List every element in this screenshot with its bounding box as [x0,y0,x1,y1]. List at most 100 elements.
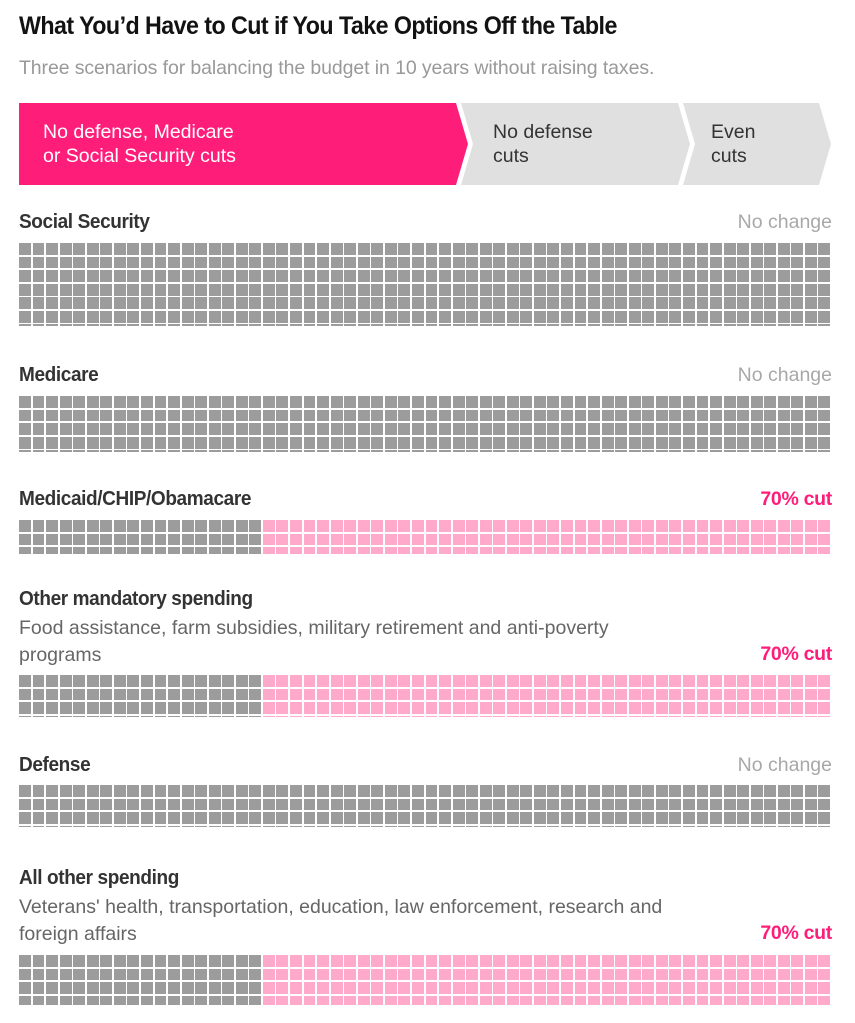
waffle-square-kept [723,450,736,452]
waffle-square-kept [32,675,45,687]
waffle-square-kept [59,688,72,701]
waffle-square-kept [127,533,140,546]
waffle-square-kept [19,812,31,825]
waffle-square-cut [506,688,519,701]
waffle-square-kept [696,812,709,825]
waffle-square-cut [628,955,641,967]
waffle-square-kept [32,436,45,449]
waffle-square-kept [235,715,248,718]
waffle-square-kept [19,982,31,995]
waffle-square-cut [411,688,424,701]
waffle-square-kept [317,243,330,255]
tab-no-defense[interactable]: No defense cuts [493,120,593,168]
waffle-square-kept [411,283,424,296]
waffle-square-cut [262,982,275,995]
tab-even-cuts[interactable]: Even cuts [711,120,755,168]
waffle-square-kept [127,270,140,283]
waffle-square-kept [344,825,357,828]
waffle-square-kept [655,825,668,828]
waffle-square-cut [696,547,709,554]
waffle-square-kept [276,243,289,255]
waffle-square-kept [357,812,370,825]
waffle-square-cut [588,715,601,718]
waffle-square-kept [425,785,438,797]
waffle-square-kept [235,675,248,687]
waffle-square-kept [32,968,45,981]
waffle-square-kept [818,785,831,797]
waffle-square-kept [32,283,45,296]
waffle-square-kept [276,310,289,323]
waffle-square-cut [371,520,384,532]
waffle-square-kept [100,955,113,967]
waffle-square-kept [32,310,45,323]
waffle-square-cut [384,533,397,546]
waffle-square-kept [750,270,763,283]
waffle-square-kept [439,297,451,310]
waffle-square-kept [561,297,573,310]
waffle-square-cut [506,995,519,1005]
waffle-square-kept [804,256,817,269]
waffle-square-kept [506,798,519,811]
waffle-square-kept [208,423,221,436]
waffle-square-kept [791,436,804,449]
tab-shape-no-defense-medicare-ss[interactable] [19,103,468,185]
waffle-square-cut [737,688,750,701]
waffle-square-cut [791,675,804,687]
waffle-square-cut [411,982,424,995]
waffle-square-kept [73,995,86,1005]
waffle-square-cut [682,702,695,715]
waffle-square-cut [276,520,289,532]
waffle-square-kept [235,825,248,828]
tab-shape-even-cuts[interactable] [683,103,831,185]
waffle-square-cut [601,675,614,687]
waffle-square-kept [411,324,424,327]
waffle-square-cut [642,533,655,546]
waffle-square-kept [818,825,831,828]
waffle-square-cut [804,702,817,715]
waffle-square-kept [73,547,86,554]
waffle-square-kept [100,436,113,449]
waffle-square-cut [804,675,817,687]
waffle-square-kept [195,675,208,687]
tab-shape-no-defense[interactable] [461,103,690,185]
waffle-square-kept [479,270,492,283]
waffle-square-kept [682,396,695,408]
waffle-square-cut [411,955,424,967]
waffle-square-cut [533,995,546,1005]
waffle-square-cut [276,715,289,718]
waffle-square-kept [276,825,289,828]
category-status: 70% cut [760,922,832,944]
waffle-square-kept [804,450,817,452]
tab-no-defense-medicare-ss[interactable]: No defense, Medicare or Social Security … [43,120,236,168]
waffle-square-kept [669,450,682,452]
waffle-square-kept [682,785,695,797]
waffle-square-cut [357,675,370,687]
waffle-square-kept [547,825,560,828]
waffle-square-kept [615,283,628,296]
waffle-square-kept [19,450,31,452]
waffle-square-kept [168,812,180,825]
waffle-square-kept [655,812,668,825]
waffle-square-cut [290,520,302,532]
waffle-square-cut [777,675,790,687]
waffle-square-kept [113,533,126,546]
waffle-square-kept [249,520,262,532]
waffle-square-cut [588,995,601,1005]
waffle-square-kept [493,243,506,255]
waffle-square-cut [750,982,763,995]
waffle-square-cut [574,715,587,718]
waffle-square-kept [723,243,736,255]
waffle-square-cut [642,675,655,687]
waffle-square-kept [19,324,31,327]
waffle-square-kept [574,256,587,269]
waffle-square-cut [276,675,289,687]
waffle-square-kept [46,297,59,310]
waffle-square-cut [493,533,506,546]
waffle-square-kept [764,423,777,436]
waffle-square-cut [344,968,357,981]
waffle-square-kept [628,423,641,436]
waffle-square-kept [384,324,397,327]
waffle-square-cut [642,702,655,715]
waffle-square-kept [777,243,790,255]
waffle-square-kept [710,423,722,436]
